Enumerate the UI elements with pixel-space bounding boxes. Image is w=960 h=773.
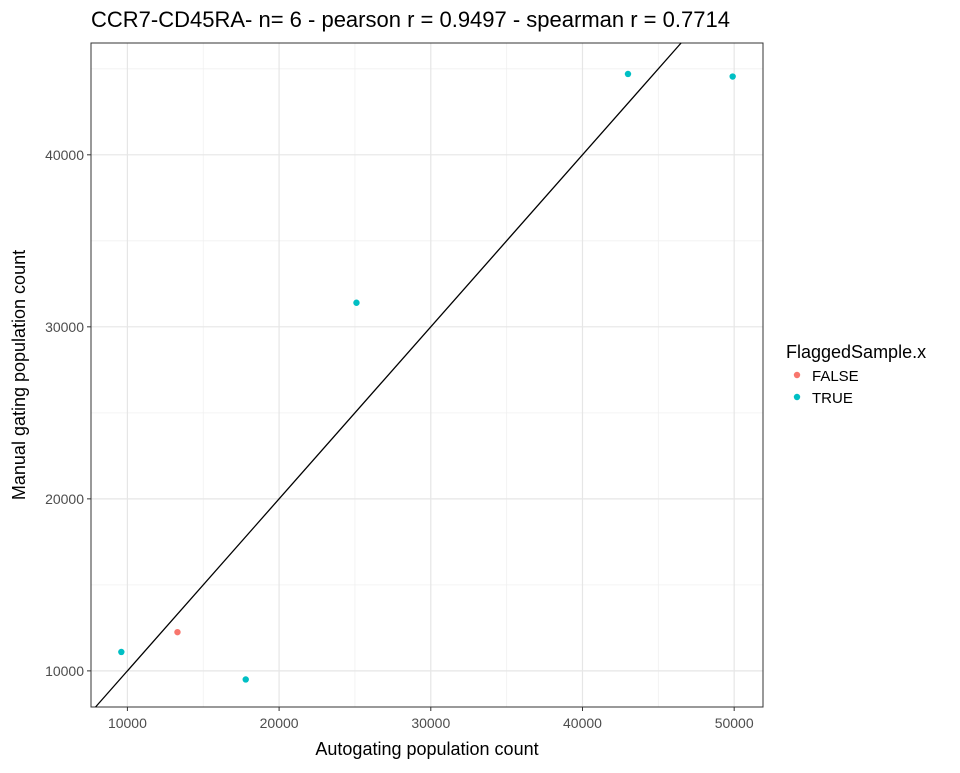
y-tick-label: 30000	[45, 319, 84, 335]
legend-entries: FALSE TRUE	[793, 368, 859, 407]
y-axis-label: Manual gating population count	[9, 250, 29, 500]
data-points	[118, 70, 736, 683]
identity-reference-line	[95, 42, 682, 708]
legend-label-true: TRUE	[812, 390, 853, 407]
data-point-true	[624, 70, 632, 78]
y-axis-ticks: 10000 20000 30000 40000	[45, 147, 91, 679]
data-point-true	[729, 73, 736, 80]
data-point-true	[242, 676, 249, 683]
x-tick-label: 50000	[715, 715, 754, 731]
data-point-true	[118, 648, 125, 656]
y-tick-label: 20000	[45, 491, 84, 507]
y-tick-label: 40000	[45, 147, 84, 163]
x-tick-label: 10000	[108, 715, 147, 731]
x-tick-label: 20000	[260, 715, 299, 731]
chart-title: CCR7-CD45RA- n= 6 - pearson r = 0.9497 -…	[91, 7, 730, 32]
y-tick-label: 10000	[45, 663, 84, 679]
data-point-false	[174, 628, 181, 636]
x-tick-label: 30000	[411, 715, 450, 731]
x-axis-label: Autogating population count	[315, 739, 538, 759]
legend: FlaggedSample.x FALSE TRUE	[786, 342, 926, 407]
data-point-true	[353, 299, 360, 306]
legend-title: FlaggedSample.x	[786, 342, 926, 362]
legend-key-false	[793, 371, 801, 379]
x-tick-label: 40000	[563, 715, 602, 731]
x-axis-ticks: 10000 20000 30000 40000 50000	[108, 707, 754, 731]
plot-panel-border	[90, 42, 764, 708]
minor-grid	[91, 43, 763, 707]
major-grid	[91, 43, 763, 707]
legend-label-false: FALSE	[812, 368, 859, 385]
legend-key-true	[793, 393, 801, 401]
